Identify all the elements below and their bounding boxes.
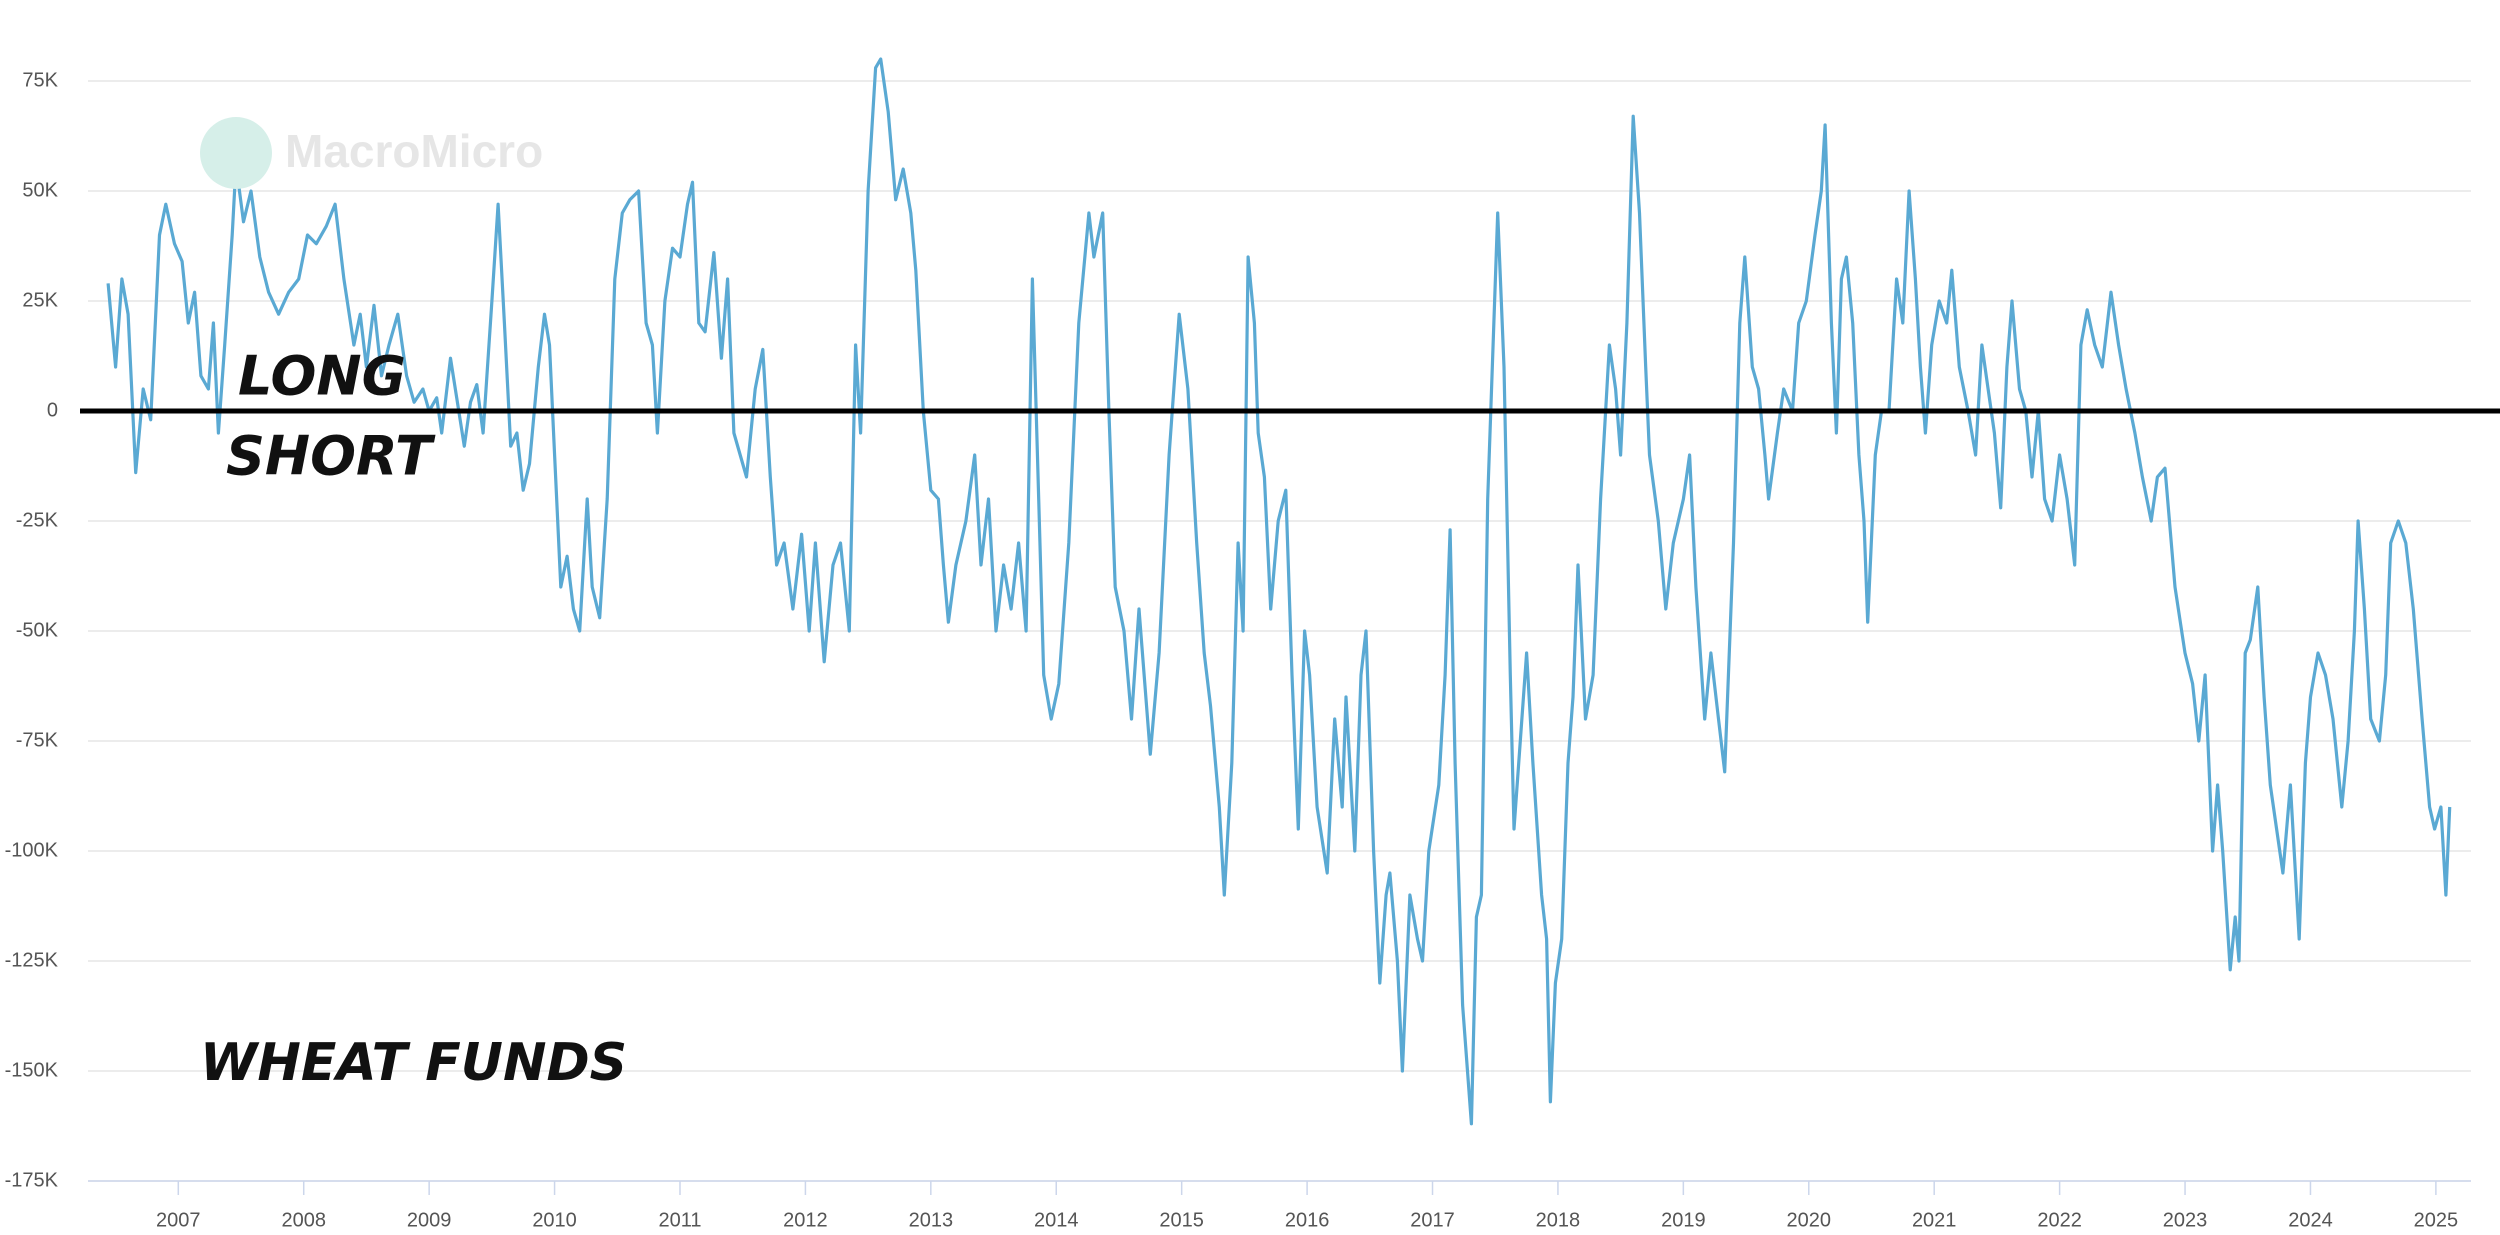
x-tick-label: 2024 [2288, 1209, 2333, 1231]
x-tick-label: 2008 [281, 1209, 326, 1231]
y-tick-label: 25K [22, 289, 58, 311]
x-tick-label: 2014 [1034, 1209, 1079, 1231]
y-tick-label: 75K [22, 69, 58, 91]
y-tick-label: -50K [16, 619, 59, 641]
short-label: SHORT [226, 425, 436, 488]
x-tick-label: 2010 [532, 1209, 577, 1231]
watermark-logo [200, 117, 272, 189]
x-tick-label: 2025 [2414, 1209, 2459, 1231]
y-tick-label: 0 [47, 399, 58, 421]
y-tick-label: -75K [16, 729, 59, 751]
x-tick-label: 2022 [2037, 1209, 2082, 1231]
long-label: LONG [238, 345, 406, 408]
x-tick-label: 2018 [1536, 1209, 1581, 1231]
x-tick-label: 2013 [909, 1209, 954, 1231]
y-tick-label: -125K [5, 949, 59, 971]
x-tick-label: 2012 [783, 1209, 828, 1231]
x-tick-label: 2007 [156, 1209, 201, 1231]
x-tick-label: 2019 [1661, 1209, 1706, 1231]
y-tick-label: -100K [5, 839, 59, 861]
watermark-text: MacroMicro [285, 125, 543, 177]
x-tick-label: 2020 [1787, 1209, 1832, 1231]
data-line [106, 57, 2452, 1126]
watermark: MacroMicro [200, 117, 543, 189]
x-tick-label: 2017 [1410, 1209, 1455, 1231]
x-tick-label: 2021 [1912, 1209, 1957, 1231]
x-tick-label: 2009 [407, 1209, 452, 1231]
wheat-funds-label: WHEAT FUNDS [200, 1033, 627, 1093]
y-tick-label: -150K [5, 1059, 59, 1081]
y-tick-label: -25K [16, 509, 59, 531]
x-tick-label: 2015 [1159, 1209, 1204, 1231]
plot: 75K 50K 25K 0 -25K -50K -75K -100K -125K -150K -17… [5, 57, 2500, 1231]
x-tick-label: 2016 [1285, 1209, 1330, 1231]
y-tick-label: 50K [22, 179, 58, 201]
x-tick-label: 2023 [2163, 1209, 2208, 1231]
y-tick-label: -175K [5, 1169, 59, 1191]
x-tick-label: 2011 [658, 1209, 701, 1231]
